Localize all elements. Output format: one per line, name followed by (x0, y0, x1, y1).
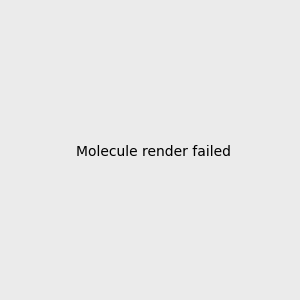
Text: Molecule render failed: Molecule render failed (76, 145, 231, 158)
